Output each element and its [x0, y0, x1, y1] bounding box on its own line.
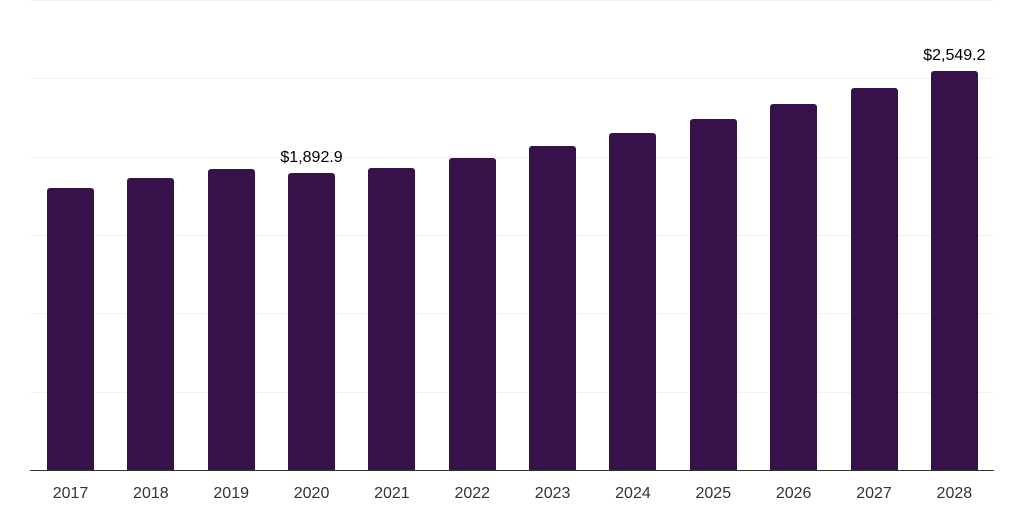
gridline: [30, 235, 994, 236]
x-tick-label: 2021: [374, 485, 410, 502]
x-tick-label: 2017: [52, 485, 89, 502]
bar-2021: [368, 167, 416, 470]
bar-2020: [288, 173, 336, 470]
value-label-2020: $1,892.9: [280, 149, 343, 167]
bar-2017: [47, 188, 94, 470]
bar-2027: [850, 88, 898, 470]
x-tick-label: 2022: [454, 485, 491, 502]
bar-2022: [448, 158, 496, 470]
x-tick-label: 2027: [856, 485, 892, 502]
x-tick-label: 2019: [213, 485, 249, 502]
bar-2023: [529, 146, 577, 470]
x-tick-label: 2024: [615, 485, 651, 502]
x-tick-label: 2028: [936, 485, 973, 502]
gridline: [30, 157, 994, 158]
bar-2018: [127, 177, 175, 470]
x-tick-label: 2026: [775, 485, 812, 502]
x-tick-label: 2020: [293, 485, 330, 502]
gridline: [30, 78, 994, 79]
x-axis-line: [30, 470, 994, 471]
x-tick-label: 2023: [534, 485, 571, 502]
gridline: [30, 313, 994, 314]
bar-2024: [609, 133, 657, 470]
x-tick-label: 2018: [133, 485, 169, 502]
gridline: [30, 392, 994, 393]
value-label-2028: $2,549.2: [923, 46, 986, 64]
bar-2019: [207, 169, 255, 470]
bar-2026: [770, 104, 818, 470]
bar-2028: [930, 70, 978, 470]
bar-2025: [689, 119, 737, 470]
gridline: [30, 0, 994, 1]
x-tick-label: 2025: [695, 485, 732, 502]
